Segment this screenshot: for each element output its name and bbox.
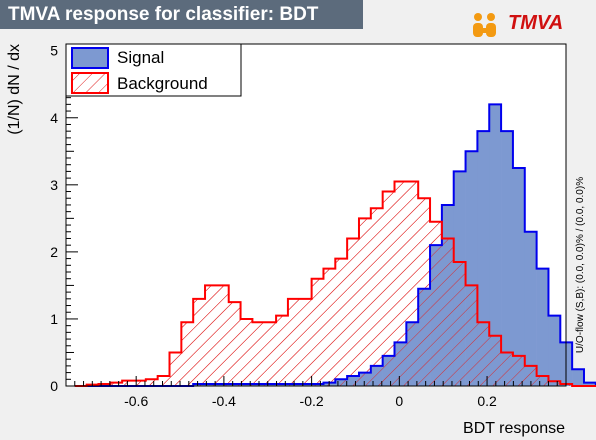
background-overlay-bin [524, 365, 537, 386]
background-overlay-bin [536, 375, 549, 386]
background-overlay-bin [501, 352, 513, 386]
background-overlay-bin [240, 318, 253, 386]
legend: Signal Background [65, 43, 242, 97]
y-axis-label: (1/N) dN / dx [6, 44, 23, 135]
x-tick-label: -0.2 [300, 393, 324, 409]
y-tick-label: 3 [50, 177, 58, 193]
background-overlay-bin [98, 383, 111, 386]
background-outline [74, 180, 596, 387]
legend-signal-label: Signal [117, 48, 164, 67]
background-overlay-bin [252, 322, 265, 386]
x-tick-label: 0 [395, 393, 403, 409]
y-tick-label: 2 [50, 244, 58, 260]
background-overlay-bin [287, 298, 300, 386]
background-overlay-bin [512, 355, 525, 386]
y-tick-label: 0 [50, 378, 58, 394]
signal-bin [583, 382, 596, 386]
background-overlay-bin [276, 315, 288, 386]
background-overlay-bin [394, 181, 407, 386]
background-overlay-bin [370, 208, 383, 386]
signal-bin [548, 315, 561, 386]
background-overlay-bin [264, 322, 277, 386]
background-overlay-bin [418, 198, 431, 386]
legend-background-swatch [71, 72, 109, 94]
signal-bin [536, 268, 549, 386]
logo-text: TMVA [508, 12, 564, 34]
background-overlay-bin [453, 261, 466, 386]
signal-bin [572, 369, 585, 386]
y-tick-label: 1 [50, 311, 58, 327]
background-overlay-bin [477, 322, 490, 386]
background-overlay-bin [157, 375, 170, 386]
background-overlay-bin [145, 379, 158, 386]
background-overlay-bin [299, 298, 312, 386]
y-tick-label: 5 [50, 43, 58, 59]
x-axis-label: BDT response [463, 420, 565, 437]
background-overlay-bin [489, 335, 502, 386]
x-tick-label: 0.2 [477, 393, 497, 409]
background-overlay-bin [382, 191, 395, 386]
background-overlay-bin [110, 382, 123, 386]
overflow-note: U/O-flow (S,B): (0.0, 0.0)% / (0.0, 0.0)… [575, 177, 586, 353]
background-overlay-bin [193, 298, 206, 386]
background-overlay-bin [205, 285, 217, 386]
background-overlay-bin [335, 258, 348, 386]
background-overlay-bin [441, 238, 454, 386]
signal-outline [74, 103, 596, 387]
background-overlay-bin [122, 380, 134, 386]
background-overlay-bin [323, 268, 336, 386]
background-overlay-bin [311, 278, 324, 386]
plot-border [65, 43, 567, 387]
logo-mark-icon [473, 13, 496, 37]
background-overlay-bin [133, 380, 146, 386]
y-tick-label: 4 [50, 110, 58, 126]
x-tick-label: -0.4 [212, 393, 236, 409]
background-overlay-bin [216, 285, 229, 386]
signal-bin [501, 131, 514, 386]
x-tick-label: -0.6 [124, 393, 148, 409]
chart-title: TMVA response for classifier: BDT [0, 0, 363, 29]
background-overlay-bin [358, 218, 371, 386]
signal-bin [489, 104, 502, 387]
background-overlay-bin [406, 181, 419, 386]
background-overlay-bin [430, 221, 442, 386]
signal-bin [512, 168, 526, 386]
background-overlay-bin [347, 238, 359, 386]
legend-signal-swatch [71, 47, 109, 69]
background-overlay-bin [181, 322, 194, 386]
tmva-logo: TMVA [470, 10, 570, 40]
background-overlay-bin [548, 381, 561, 386]
background-overlay-bin [465, 285, 478, 386]
background-overlay-bin [169, 352, 182, 386]
legend-background-label: Background [117, 74, 208, 93]
signal-bin [524, 231, 537, 386]
histogram-bars [74, 103, 596, 387]
background-overlay-bin [228, 302, 241, 386]
